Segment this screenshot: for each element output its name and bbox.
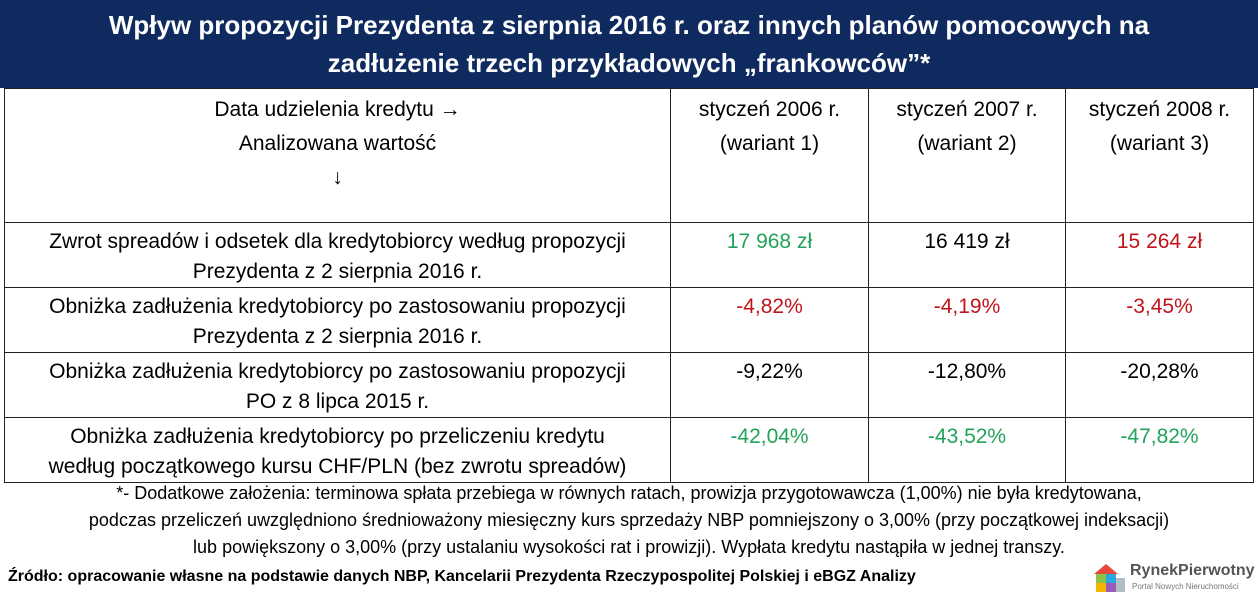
value-cell: 15 264 zł (1065, 222, 1254, 288)
label-line: Obniżka zadłużenia kredytobiorcy po zast… (49, 295, 626, 318)
table-row: Obniżka zadłużenia kredytobiorcy po prze… (4, 417, 1254, 483)
logo-block (1116, 578, 1125, 592)
column-line: (wariant 1) (719, 132, 820, 155)
corner-line: Data udzielenia kredytu → (214, 98, 461, 121)
column-line: styczeń 2007 r. (896, 98, 1038, 121)
footnote-line: podczas przeliczeń uwzględniono średniow… (88, 510, 1170, 530)
corner-cell: Data udzielenia kredytu → Analizowana wa… (4, 88, 671, 223)
corner-line: ↓ (332, 166, 343, 189)
footnote-line: lub powiększony o 3,00% (przy ustalaniu … (193, 537, 1065, 557)
logo-block (1106, 583, 1116, 592)
column-header: styczeń 2007 r. (wariant 2) (868, 88, 1066, 223)
label-line: Obniżka zadłużenia kredytobiorcy po prze… (70, 425, 605, 448)
label-line: Prezydenta z 2 sierpnia 2016 r. (192, 260, 483, 283)
label-line: Obniżka zadłużenia kredytobiorcy po zast… (49, 360, 626, 383)
value-cell: -4,19% (868, 287, 1066, 353)
value-cell: -20,28% (1065, 352, 1254, 418)
value-cell: -9,22% (670, 352, 869, 418)
row-label: Obniżka zadłużenia kredytobiorcy po prze… (4, 417, 671, 483)
label-line: PO z 8 lipca 2015 r. (245, 390, 430, 413)
table-row: Obniżka zadłużenia kredytobiorcy po zast… (4, 352, 1254, 418)
corner-line: Analizowana wartość (238, 132, 437, 155)
row-label: Obniżka zadłużenia kredytobiorcy po zast… (4, 287, 671, 353)
row-label: Zwrot spreadów i odsetek dla kredytobior… (4, 222, 671, 288)
column-line: styczeń 2008 r. (1088, 98, 1231, 121)
column-line: styczeń 2006 r. (698, 98, 841, 121)
footnote-line: *- Dodatkowe założenia: terminowa spłata… (116, 483, 1142, 503)
title-line: zadłużenie trzech przykładowych „frankow… (327, 48, 931, 78)
label-line: według początkowego kursu CHF/PLN (bez z… (48, 455, 627, 478)
logo-icon (1094, 564, 1125, 592)
value-cell: -12,80% (868, 352, 1066, 418)
label-line: Prezydenta z 2 sierpnia 2016 r. (192, 325, 483, 348)
column-line: (wariant 2) (917, 132, 1017, 155)
value-cell: -43,52% (868, 417, 1066, 483)
value-cell: -47,82% (1065, 417, 1254, 483)
value-cell: 17 968 zł (670, 222, 869, 288)
logo-block (1096, 583, 1106, 592)
value-cell: -4,82% (670, 287, 869, 353)
logo-block (1096, 574, 1106, 583)
value-cell: -3,45% (1065, 287, 1254, 353)
source: Źródło: opracowanie własne na podstawie … (8, 568, 916, 585)
header-row: Data udzielenia kredytu → Analizowana wa… (4, 88, 1254, 223)
value-cell: 16 419 zł (868, 222, 1066, 288)
title-bar: Wpływ propozycji Prezydenta z sierpnia 2… (0, 0, 1258, 88)
logo: RynekPierwotny Portal Nowych Nieruchomoś… (1092, 560, 1255, 596)
logo-roof (1094, 564, 1118, 574)
data-table: Data udzielenia kredytu → Analizowana wa… (4, 88, 1254, 483)
footnote: *- Dodatkowe założenia: terminowa spłata… (0, 480, 1258, 561)
table-row: Zwrot spreadów i odsetek dla kredytobior… (4, 222, 1254, 288)
label-line: Zwrot spreadów i odsetek dla kredytobior… (49, 230, 626, 253)
logo-block (1106, 574, 1116, 583)
row-label: Obniżka zadłużenia kredytobiorcy po zast… (4, 352, 671, 418)
logo-tagline: Portal Nowych Nieruchomości (1132, 582, 1239, 591)
column-line: (wariant 3) (1109, 132, 1210, 155)
column-header: styczeń 2008 r. (wariant 3) (1065, 88, 1254, 223)
value-cell: -42,04% (670, 417, 869, 483)
column-header: styczeń 2006 r. (wariant 1) (670, 88, 869, 223)
title-line: Wpływ propozycji Prezydenta z sierpnia 2… (108, 10, 1150, 40)
logo-name: RynekPierwotny (1130, 562, 1255, 579)
table-row: Obniżka zadłużenia kredytobiorcy po zast… (4, 287, 1254, 353)
